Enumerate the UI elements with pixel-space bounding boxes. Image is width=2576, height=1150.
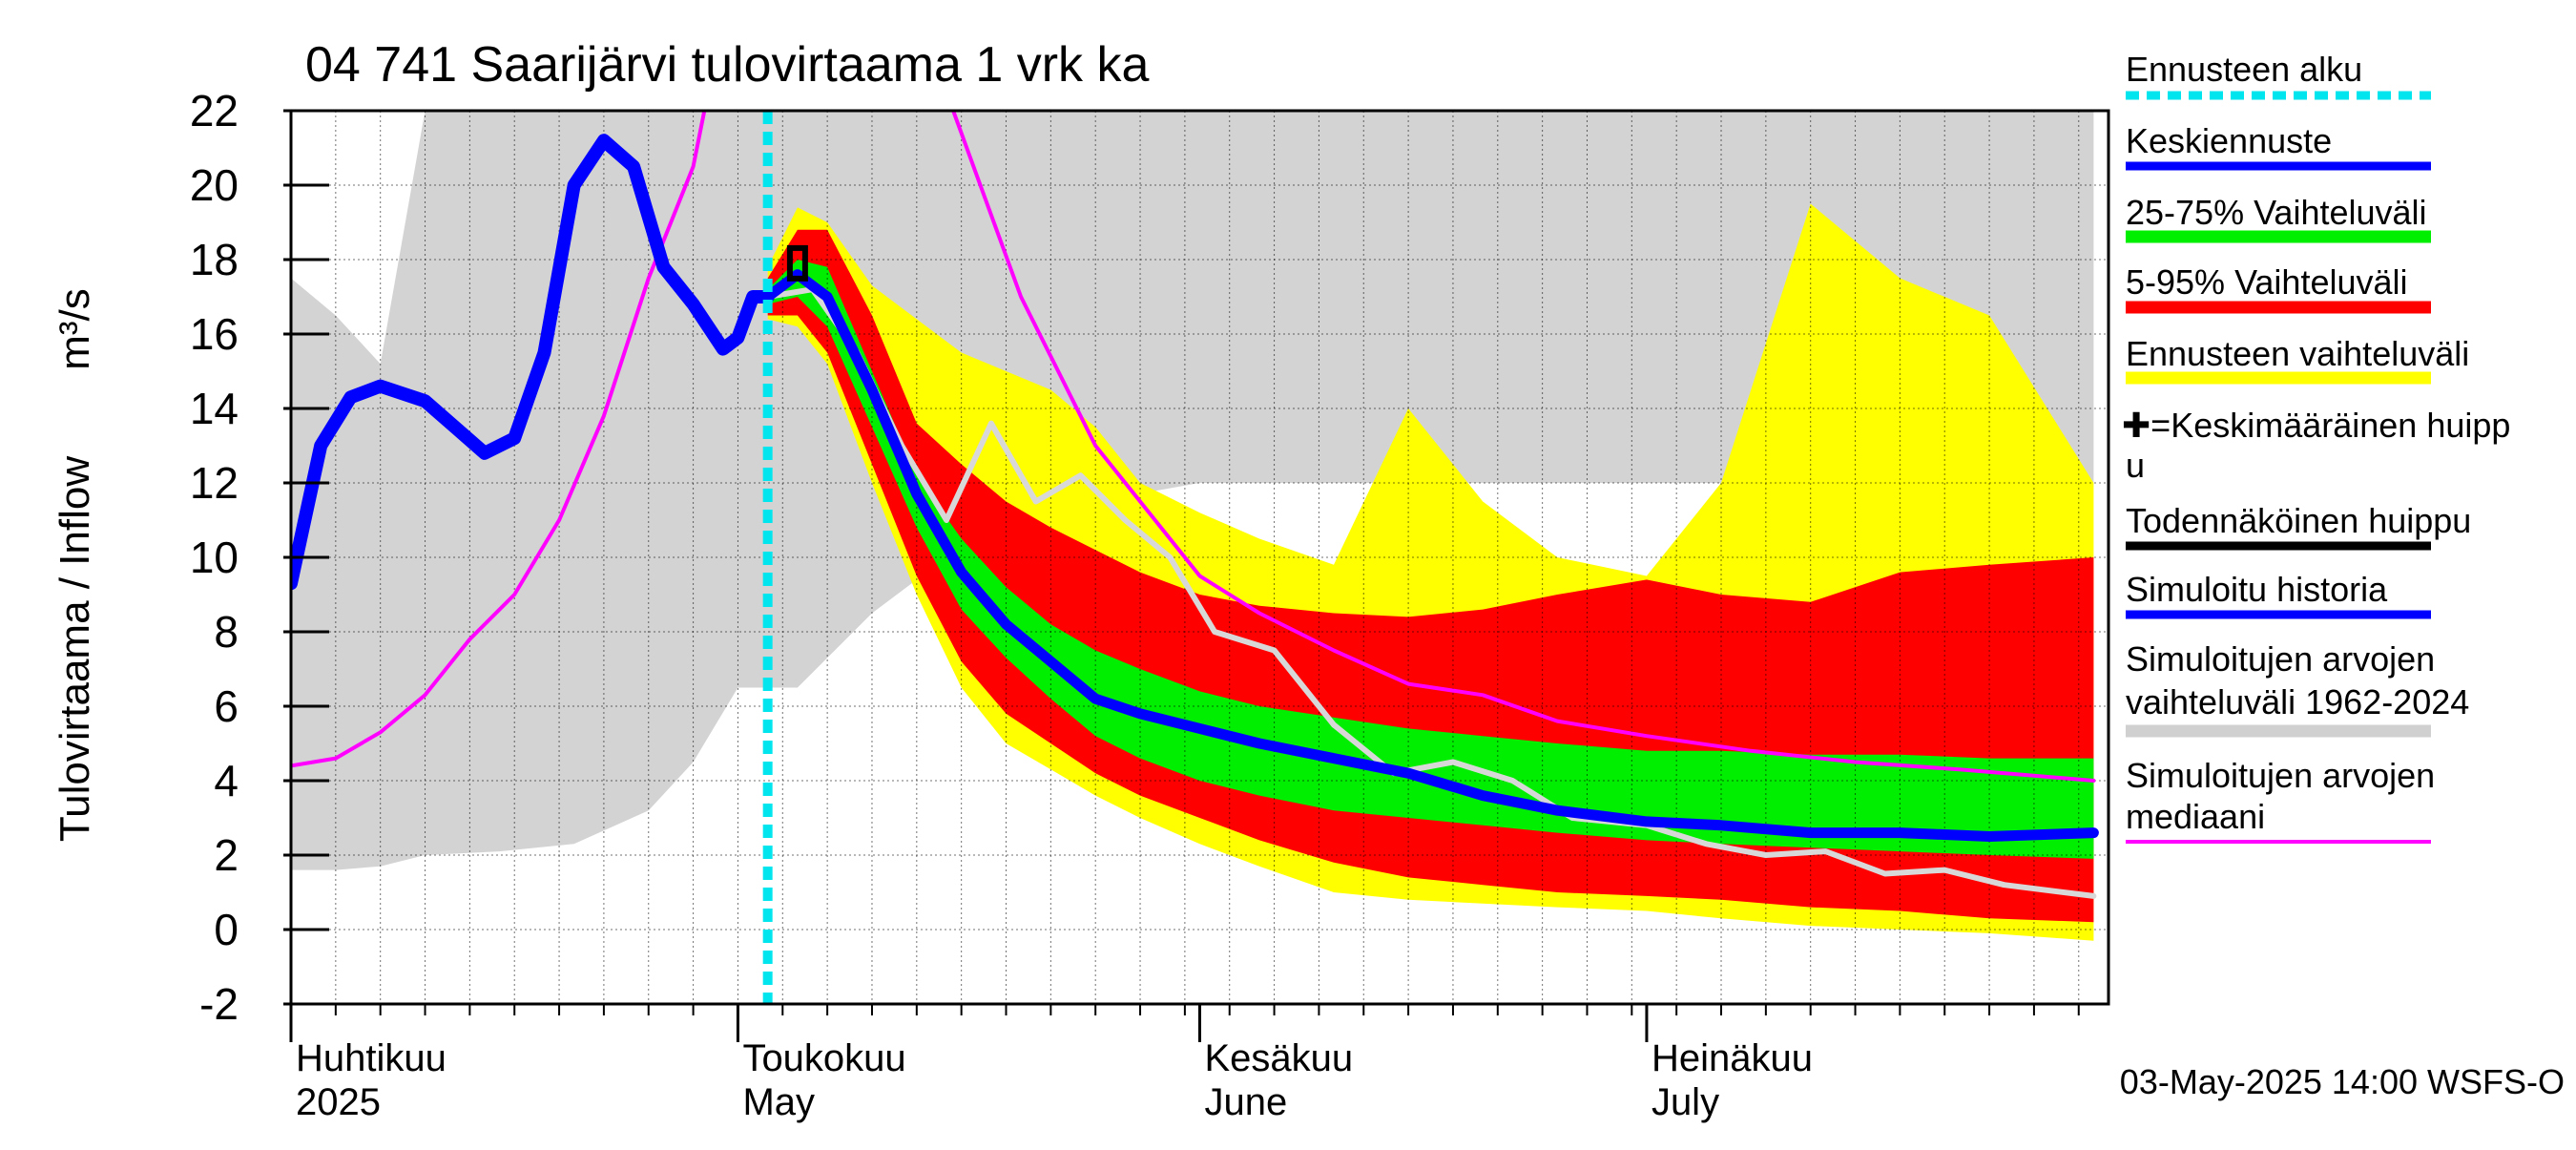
y-tick-label: 2 — [214, 830, 239, 880]
y-tick-label: 22 — [190, 86, 239, 136]
legend-label: mediaani — [2126, 797, 2265, 836]
legend-label: vaihteluväli 1962-2024 — [2126, 682, 2469, 721]
legend-label: Simuloitujen arvojen — [2126, 756, 2435, 795]
month-label-fi: Heinäkuu — [1652, 1037, 1813, 1079]
legend-label: u — [2126, 446, 2145, 485]
legend-item: 5-95% Vaihteluväli — [2126, 262, 2431, 314]
y-tick-label: -2 — [199, 979, 239, 1029]
legend-item: ✚=Keskimääräinen huippu — [2122, 406, 2510, 485]
legend-item: Ennusteen vaihteluväli — [2126, 334, 2469, 385]
legend-label: 25-75% Vaihteluväli — [2126, 193, 2427, 232]
band-5-95 — [767, 229, 2094, 923]
legend-item: Keskiennuste — [2126, 121, 2431, 171]
legend-label: Keskiennuste — [2126, 121, 2332, 160]
y-tick-label: 6 — [214, 681, 239, 731]
y-tick-label: 20 — [190, 160, 239, 210]
legend-item: Simuloitu historia — [2126, 570, 2431, 619]
month-label-en: 2025 — [296, 1081, 381, 1123]
footer-timestamp: 03-May-2025 14:00 WSFS-O — [2120, 1062, 2565, 1101]
legend-label: Todennäköinen huippu — [2126, 501, 2471, 540]
y-tick-label: 14 — [190, 384, 239, 433]
legend-label: Simuloitu historia — [2126, 570, 2388, 609]
y-tick-label: 0 — [214, 905, 239, 954]
legend-item: Todennäköinen huippu — [2126, 501, 2471, 551]
chart-title: 04 741 Saarijärvi tulovirtaama 1 vrk ka — [305, 37, 1149, 93]
y-tick-label: 16 — [190, 309, 239, 359]
forecast-median-line — [762, 269, 2099, 842]
month-label-fi: Toukokuu — [742, 1037, 905, 1079]
y-axis-unit: m³/s — [52, 288, 98, 370]
legend-label: Ennusteen alku — [2126, 50, 2362, 89]
month-label-en: July — [1652, 1081, 1719, 1123]
y-tick-label: 10 — [190, 533, 239, 582]
probable-peak-marker — [786, 244, 808, 282]
legend-label: Ennusteen vaihteluväli — [2126, 334, 2469, 373]
y-axis-label: Tulovirtaama / Inflow — [52, 456, 98, 843]
month-label-en: May — [742, 1081, 815, 1123]
y-tick-label: 8 — [214, 607, 239, 657]
band-25-75 — [767, 260, 2094, 859]
series-lines — [291, 111, 2099, 899]
simulated-history-line — [291, 134, 775, 591]
y-tick-label: 4 — [214, 756, 239, 805]
month-label-fi: Kesäkuu — [1205, 1037, 1354, 1079]
historical-range-band — [291, 111, 2094, 870]
legend-item: Ennusteen alku — [2126, 50, 2431, 100]
legend-label: 5-95% Vaihteluväli — [2126, 262, 2408, 302]
y-tick-label: 12 — [190, 458, 239, 508]
legend-label: ✚=Keskimääräinen huipp — [2122, 406, 2510, 445]
historical-median-line — [291, 111, 2096, 783]
y-tick-label: 18 — [190, 235, 239, 284]
month-label-fi: Huhtikuu — [296, 1037, 447, 1079]
legend-item: 25-75% Vaihteluväli — [2126, 193, 2431, 243]
legend-label: Simuloitujen arvojen — [2126, 639, 2435, 679]
month-label-en: June — [1205, 1081, 1288, 1123]
sample-simulation-line — [764, 286, 2097, 899]
legend: Ennusteen alku Keskiennuste 25-75% Vaihtel… — [2122, 50, 2510, 844]
